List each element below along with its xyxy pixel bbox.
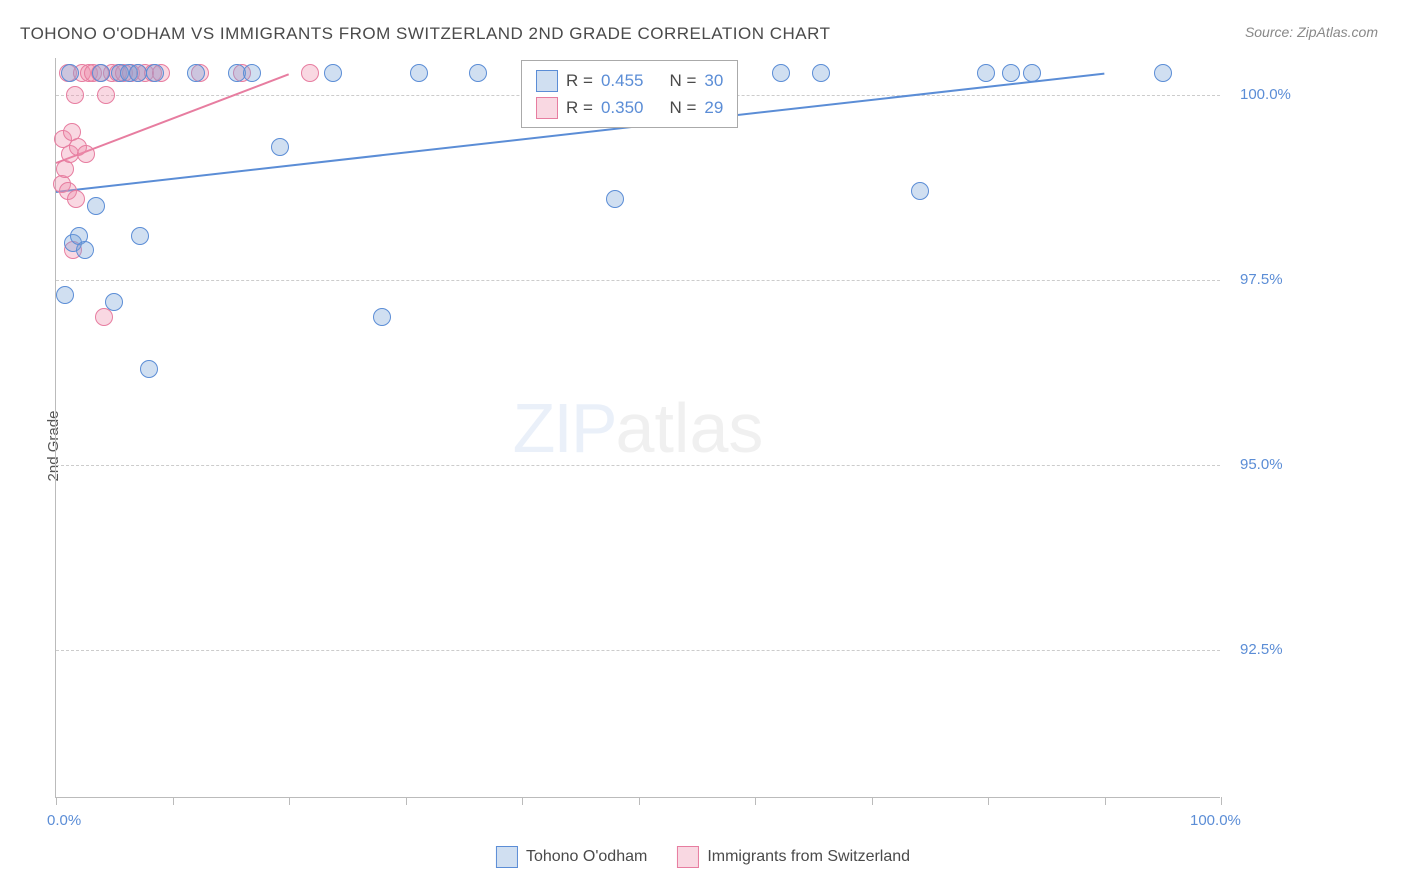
data-point <box>812 64 830 82</box>
n-value-series2: 29 <box>704 94 723 121</box>
data-point <box>606 190 624 208</box>
data-point <box>61 64 79 82</box>
data-point <box>92 64 110 82</box>
data-point <box>146 64 164 82</box>
watermark: ZIPatlas <box>513 388 764 468</box>
xtick <box>406 797 407 805</box>
data-point <box>469 64 487 82</box>
xtick <box>56 797 57 805</box>
data-point <box>373 308 391 326</box>
data-point <box>1023 64 1041 82</box>
xtick <box>755 797 756 805</box>
r-value-series2: 0.350 <box>601 94 644 121</box>
n-value-series1: 30 <box>704 67 723 94</box>
swatch-series1-bottom <box>496 846 518 868</box>
series2-name: Immigrants from Switzerland <box>707 848 910 866</box>
xtick <box>289 797 290 805</box>
data-point <box>1154 64 1172 82</box>
data-point <box>271 138 289 156</box>
data-point <box>243 64 261 82</box>
swatch-series2-bottom <box>677 846 699 868</box>
gridline <box>56 280 1220 281</box>
data-point <box>67 190 85 208</box>
watermark-atlas: atlas <box>616 389 764 467</box>
swatch-series1 <box>536 70 558 92</box>
bottom-legend: Tohono O'odham Immigrants from Switzerla… <box>496 846 910 868</box>
stats-row-series1: R = 0.455 N = 30 <box>536 67 723 94</box>
data-point <box>977 64 995 82</box>
data-point <box>410 64 428 82</box>
data-point <box>131 227 149 245</box>
stats-legend: R = 0.455 N = 30 R = 0.350 N = 29 <box>521 60 738 128</box>
legend-item-series2: Immigrants from Switzerland <box>677 846 910 868</box>
xtick <box>173 797 174 805</box>
data-point <box>911 182 929 200</box>
data-point <box>66 86 84 104</box>
data-point <box>1002 64 1020 82</box>
ytick-label: 92.5% <box>1240 641 1283 658</box>
swatch-series2 <box>536 97 558 119</box>
xtick-label: 0.0% <box>47 812 81 829</box>
watermark-zip: ZIP <box>513 389 616 467</box>
stats-row-series2: R = 0.350 N = 29 <box>536 94 723 121</box>
legend-item-series1: Tohono O'odham <box>496 846 647 868</box>
data-point <box>301 64 319 82</box>
series1-name: Tohono O'odham <box>526 848 647 866</box>
data-point <box>324 64 342 82</box>
n-label: N = <box>669 94 696 121</box>
r-label: R = <box>566 67 593 94</box>
plot-area: ZIPatlas <box>55 58 1220 798</box>
data-point <box>187 64 205 82</box>
gridline <box>56 650 1220 651</box>
xtick <box>872 797 873 805</box>
source-label: Source: ZipAtlas.com <box>1245 24 1378 40</box>
data-point <box>772 64 790 82</box>
r-label: R = <box>566 94 593 121</box>
data-point <box>77 145 95 163</box>
xtick <box>639 797 640 805</box>
gridline <box>56 465 1220 466</box>
data-point <box>76 241 94 259</box>
xtick <box>988 797 989 805</box>
xtick <box>1221 797 1222 805</box>
data-point <box>95 308 113 326</box>
data-point <box>129 64 147 82</box>
ytick-label: 100.0% <box>1240 86 1291 103</box>
r-value-series1: 0.455 <box>601 67 644 94</box>
n-label: N = <box>669 67 696 94</box>
xtick <box>1105 797 1106 805</box>
chart-title: TOHONO O'ODHAM VS IMMIGRANTS FROM SWITZE… <box>20 24 830 44</box>
data-point <box>97 86 115 104</box>
xtick <box>522 797 523 805</box>
ytick-label: 95.0% <box>1240 456 1283 473</box>
ytick-label: 97.5% <box>1240 271 1283 288</box>
data-point <box>56 286 74 304</box>
data-point <box>87 197 105 215</box>
data-point <box>140 360 158 378</box>
data-point <box>105 293 123 311</box>
xtick-label: 100.0% <box>1190 812 1241 829</box>
